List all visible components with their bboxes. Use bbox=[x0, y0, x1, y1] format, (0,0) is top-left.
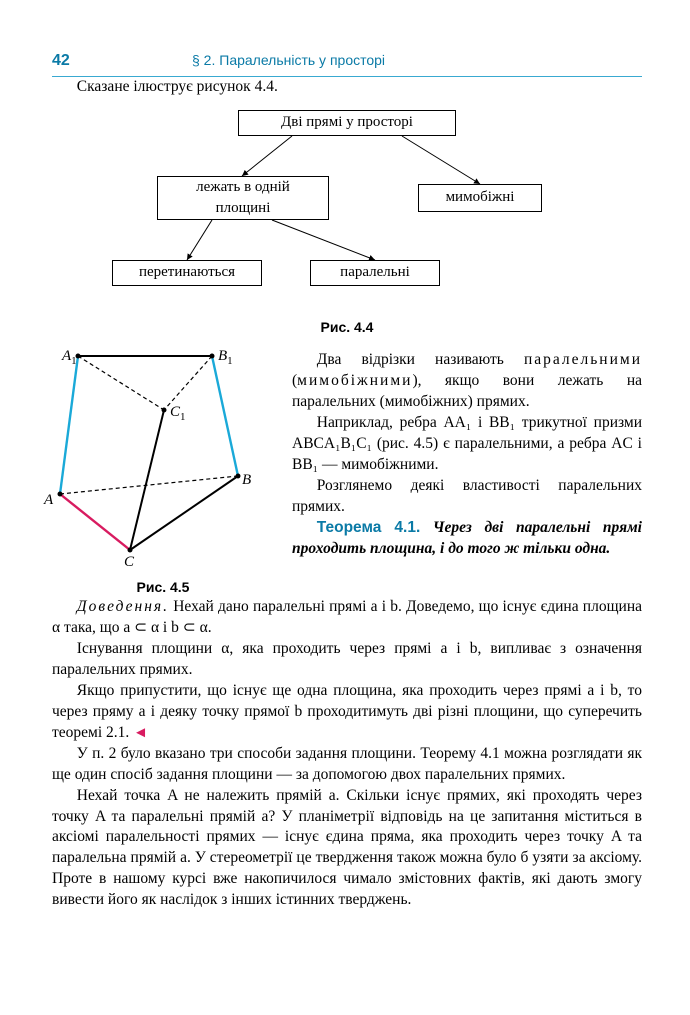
theorem-label: Теорема 4.1. bbox=[317, 519, 420, 536]
proof-paragraph-1: Доведення. Нехай дано паралельні прямі a… bbox=[52, 597, 642, 639]
flow-node-ll: перетинаються bbox=[112, 260, 262, 286]
flow-node-left: лежать в однійплощині bbox=[157, 176, 329, 220]
page-header: 42 § 2. Паралельність у просторі bbox=[52, 50, 642, 72]
flow-node-root: Дві прямі у просторі bbox=[238, 110, 456, 136]
flowchart-caption: Рис. 4.4 bbox=[52, 318, 642, 337]
page: 42 § 2. Паралельність у просторі Сказане… bbox=[0, 0, 690, 1015]
remarks-paragraph-1: У п. 2 було вказано три способи задання … bbox=[52, 744, 642, 786]
intro-text: Сказане ілюструє рисунок 4.4. bbox=[52, 77, 642, 98]
proof-label: Доведення. bbox=[77, 598, 169, 615]
example-paragraph: Наприклад, ребра AA₁ і BB₁ трикутної при… bbox=[292, 413, 642, 476]
figure-text-row: A1B1C1ABC Рис. 4.5 Два відрізки називают… bbox=[52, 350, 642, 597]
term-skew: мимобіжними bbox=[297, 372, 412, 389]
vertex-label-C1: C1 bbox=[170, 402, 186, 425]
page-number: 42 bbox=[52, 50, 192, 72]
def-text-1: Два відрізки називають bbox=[317, 351, 524, 368]
term-parallel: паралельними bbox=[524, 351, 642, 368]
proof-paragraph-2: Існування площини α, яка проходить через… bbox=[52, 639, 642, 681]
figure-4-5-column: A1B1C1ABC Рис. 4.5 bbox=[52, 350, 274, 597]
theorem-4-1: Теорема 4.1. Через дві паралельні прямі … bbox=[292, 518, 642, 560]
vertex-label-C: C bbox=[124, 552, 134, 572]
flow-node-right: мимобіжні bbox=[418, 184, 542, 212]
vertex-label-A1: A1 bbox=[62, 346, 77, 369]
intro-properties: Розглянемо деякі властивості паралельних… bbox=[292, 476, 642, 518]
vertex-label-B1: B1 bbox=[218, 346, 233, 369]
figure-4-5-caption: Рис. 4.5 bbox=[52, 578, 274, 597]
flowchart-4-4: Дві прямі у просторі лежать в однійплощин… bbox=[112, 110, 582, 310]
proof-paragraph-3: Якщо припустити, що існує ще одна площин… bbox=[52, 681, 642, 744]
definition-paragraph: Два відрізки називають паралельними (мим… bbox=[292, 350, 642, 413]
text-beside-figure: Два відрізки називають паралельними (мим… bbox=[292, 350, 642, 597]
section-name: Паралельність у просторі bbox=[219, 52, 385, 68]
section-title: § 2. Паралельність у просторі bbox=[192, 51, 385, 70]
prism-figure: A1B1C1ABC bbox=[52, 350, 252, 570]
prism-svg bbox=[52, 350, 262, 570]
flow-node-lr: паралельні bbox=[310, 260, 440, 286]
vertex-label-B: B bbox=[242, 470, 251, 490]
remarks-paragraph-2: Нехай точка A не належить прямій a. Скіл… bbox=[52, 786, 642, 912]
vertex-label-A: A bbox=[44, 490, 53, 510]
section-number: § 2. bbox=[192, 52, 215, 68]
proof-end-mark: ◄ bbox=[133, 725, 148, 741]
